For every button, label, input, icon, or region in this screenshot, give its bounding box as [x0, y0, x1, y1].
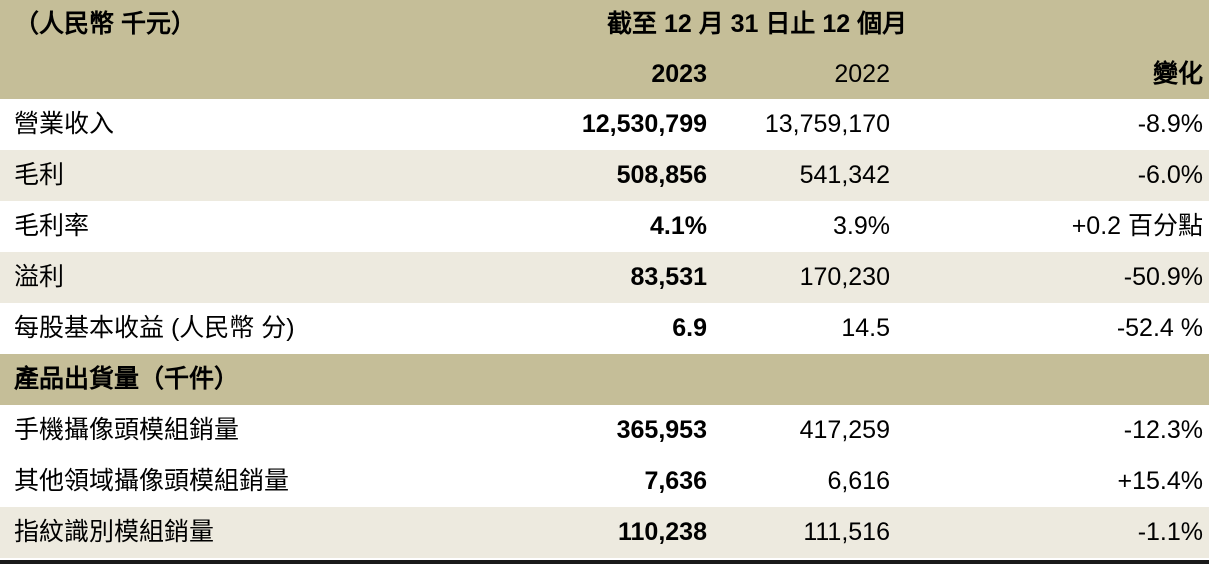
value-2022: 417,259	[799, 416, 890, 444]
value-2023: 4.1%	[650, 212, 707, 240]
table-bottom-rule	[0, 560, 1209, 564]
row-label: 溢利	[14, 263, 65, 291]
divider	[0, 558, 1209, 560]
row-label: 毛利率	[14, 212, 90, 240]
value-change: -52.4 %	[1116, 314, 1203, 342]
value-2023: 12,530,799	[581, 110, 707, 138]
value-change: -1.1%	[1137, 518, 1203, 546]
table-header-row-columns: 2023 2022 變化	[0, 49, 1209, 99]
col-header-change: 變化	[1152, 59, 1203, 88]
value-2022: 13,759,170	[764, 110, 890, 138]
value-change: -50.9%	[1123, 263, 1203, 291]
row-label: 毛利	[14, 161, 65, 189]
table-row-fingerprint-modules: 指紋識別模組銷量 110,238 111,516 -1.1%	[0, 507, 1209, 558]
value-change: +15.4%	[1117, 467, 1204, 495]
value-change: -6.0%	[1137, 161, 1203, 189]
value-2023: 7,636	[644, 467, 707, 495]
col-header-2022: 2022	[834, 59, 890, 88]
table-row-revenue: 營業收入 12,530,799 13,759,170 -8.9%	[0, 99, 1209, 150]
value-2023: 508,856	[616, 161, 707, 189]
row-label: 指紋識別模組銷量	[14, 518, 215, 546]
currency-unit-label: （人民幣 千元）	[14, 10, 196, 38]
value-change: -12.3%	[1123, 416, 1203, 444]
row-label: 營業收入	[14, 110, 115, 138]
value-2022: 111,516	[803, 518, 890, 546]
value-2023: 110,238	[618, 518, 707, 546]
value-2022: 3.9%	[833, 212, 890, 240]
table-row-phone-camera-modules: 手機攝像頭模組銷量 365,953 417,259 -12.3%	[0, 405, 1209, 456]
table-row-basic-eps: 每股基本收益 (人民幣 分) 6.9 14.5 -52.4 %	[0, 303, 1209, 354]
table-header: （人民幣 千元） 截至 12 月 31 日止 12 個月 2023 2022 變…	[0, 0, 1209, 99]
value-2023: 83,531	[630, 263, 707, 291]
value-2022: 541,342	[799, 161, 890, 189]
table-row-gross-margin: 毛利率 4.1% 3.9% +0.2 百分點	[0, 201, 1209, 252]
row-label: 其他領域攝像頭模組銷量	[14, 467, 290, 495]
section-header-product-shipments: 產品出貨量（千件）	[0, 354, 1209, 405]
value-change: -8.9%	[1137, 110, 1203, 138]
table-row-other-camera-modules: 其他領域攝像頭模組銷量 7,636 6,616 +15.4%	[0, 456, 1209, 507]
table-row-profit: 溢利 83,531 170,230 -50.9%	[0, 252, 1209, 303]
table-row-gross-profit: 毛利 508,856 541,342 -6.0%	[0, 150, 1209, 201]
row-label: 手機攝像頭模組銷量	[14, 416, 240, 444]
value-2023: 365,953	[616, 416, 707, 444]
table-header-row-period: （人民幣 千元） 截至 12 月 31 日止 12 個月	[0, 0, 1209, 49]
row-label: 每股基本收益 (人民幣 分)	[14, 314, 295, 342]
col-header-2023: 2023	[651, 59, 707, 88]
value-change: +0.2 百分點	[1071, 212, 1203, 240]
value-2022: 170,230	[799, 263, 890, 291]
value-2023: 6.9	[672, 314, 707, 342]
value-2022: 14.5	[841, 314, 890, 342]
period-header: 截至 12 月 31 日止 12 個月	[607, 10, 908, 38]
value-2022: 6,616	[827, 467, 890, 495]
